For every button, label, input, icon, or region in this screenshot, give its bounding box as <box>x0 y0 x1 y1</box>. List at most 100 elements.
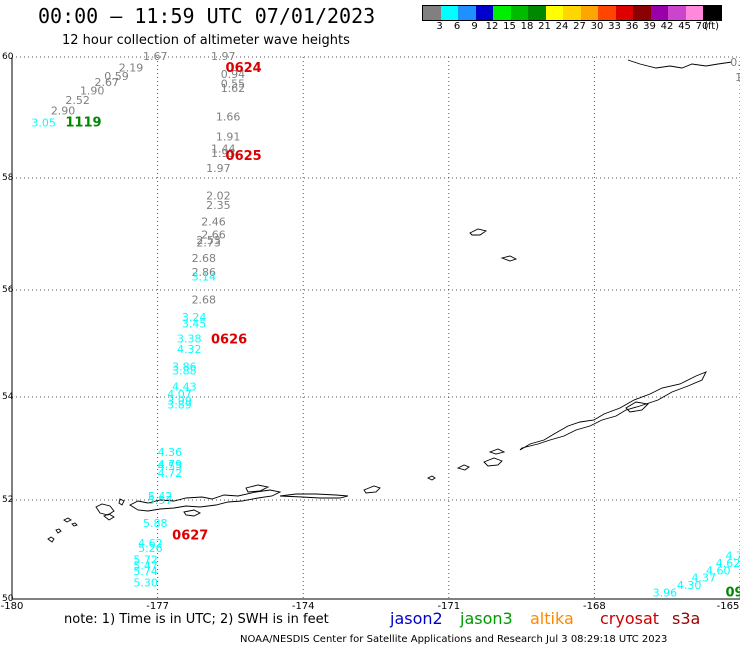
map-subtitle: 12 hour collection of altimeter wave hei… <box>62 33 350 48</box>
satellite-jason3: jason3 <box>460 609 513 628</box>
legend-swatch <box>580 6 598 20</box>
wave-height-value: 2.86 <box>192 266 217 279</box>
legend-label: 70 <box>695 21 709 32</box>
wave-height-value: 4.36 <box>158 446 183 459</box>
wave-height-value: 4.30 <box>677 579 702 592</box>
legend-swatch <box>528 6 546 20</box>
longitude-label: -180 <box>0 601 24 612</box>
legend-label: 24 <box>555 21 569 32</box>
pass-time-label: 0626 <box>211 333 247 348</box>
wave-height-value: 3.86 <box>172 360 197 373</box>
latitude-label: 58 <box>2 173 14 183</box>
wave-height-value: 4.60 <box>706 564 731 577</box>
legend-label: 15 <box>503 21 516 32</box>
wave-height-value: 4.37 <box>691 572 716 585</box>
legend-label: 6 <box>453 21 461 32</box>
wave-height-value: 0.59 <box>104 70 129 83</box>
latitude-label: 60 <box>2 52 14 62</box>
latitude-label: 56 <box>2 285 14 295</box>
legend-label: 33 <box>608 21 621 32</box>
pass-time-label: 1119 <box>65 116 101 131</box>
wave-height-value: 4.07 <box>167 388 192 401</box>
legend-label: 36 <box>625 21 639 32</box>
footer-credit: NOAA/NESDIS Center for Satellite Applica… <box>240 634 668 645</box>
legend-swatch <box>440 6 458 20</box>
legend-label: 18 <box>520 21 534 32</box>
wave-height-value: 2.19 <box>119 62 144 75</box>
wave-height-value: 3.05 <box>31 117 56 130</box>
pass-time-label: 0624 <box>226 61 262 76</box>
longitude-label: -177 <box>146 601 169 612</box>
wave-height-value: 5.30 <box>133 577 158 590</box>
satellite-jason2: jason2 <box>390 609 443 628</box>
pass-time-label: 0627 <box>172 529 208 544</box>
alaska-coast <box>627 59 733 69</box>
wave-height-value: 2.67 <box>95 76 120 89</box>
latitude-label: 54 <box>2 392 14 402</box>
legend-label: 45 <box>678 21 691 32</box>
legend-label: 42 <box>660 21 674 32</box>
longitude-label: -165 <box>716 601 740 612</box>
wave-height-value: 5.47 <box>133 559 158 572</box>
wave-height-value: 3.14 <box>192 270 217 283</box>
legend-label: 39 <box>643 21 656 32</box>
wave-height-value: 2.46 <box>201 216 226 229</box>
lat-lon-grid <box>11 56 740 600</box>
wave-height-value: 3.96 <box>653 587 678 600</box>
wave-height-value: 2.66 <box>201 228 226 241</box>
wave-height-value: 4.62 <box>138 537 163 550</box>
wave-height-value: 0.55 <box>221 77 246 90</box>
aleutian-islands-east <box>279 228 707 499</box>
wave-height-value: 1.62 <box>221 82 246 95</box>
pass-time-label: 092 <box>725 586 740 601</box>
wave-height-value: 2.35 <box>206 199 231 212</box>
legend-swatch <box>668 6 686 20</box>
wave-height-value: 1.67 <box>143 50 168 63</box>
legend-label: 21 <box>538 21 551 32</box>
color-legend-labels: 3 6 9 12 15 18 21 24 27 30 33 36 39 42 45 70 (ft) <box>422 21 740 35</box>
wave-height-value: 3.99 <box>167 395 192 408</box>
longitude-label: -174 <box>291 601 315 612</box>
aleutian-islands-central <box>129 484 282 517</box>
pass-time-label: 0625 <box>226 149 262 164</box>
latitude-label: 50 <box>2 594 14 604</box>
legend-swatch <box>458 6 476 20</box>
latitude-label: 52 <box>2 495 14 505</box>
satellite-altika: altika <box>530 609 574 628</box>
legend-swatch <box>615 6 633 20</box>
wave-height-value: 2.53 <box>196 234 221 247</box>
wave-height-value: 2.73 <box>196 236 221 249</box>
legend-label: 12 <box>485 21 499 32</box>
legend-swatch <box>545 6 563 20</box>
longitude-label: -168 <box>583 601 606 612</box>
wave-height-value: 2.68 <box>192 252 217 265</box>
legend-label: 30 <box>590 21 604 32</box>
legend-label: 27 <box>573 21 586 32</box>
wave-height-value: 5.26 <box>138 542 163 555</box>
color-legend <box>422 5 722 21</box>
wave-height-value: 4.55 <box>158 460 183 473</box>
wave-height-value: 4.32 <box>177 343 202 356</box>
legend-swatch <box>423 6 441 20</box>
legend-swatch <box>563 6 581 20</box>
legend-label: (ft) <box>703 21 720 32</box>
wave-height-value: 3.38 <box>177 332 202 345</box>
wave-height-value: 4.62 <box>716 557 740 570</box>
units-note: note: 1) Time is in UTC; 2) SWH is in fe… <box>64 612 329 627</box>
altimeter-tracks: 3.052.902.521.902.670.592.191.6711191.97… <box>31 50 740 601</box>
wave-height-value: 0.59 <box>730 56 740 69</box>
wave-height-value: 1.66 <box>216 111 241 124</box>
legend-swatch <box>475 6 493 20</box>
longitude-label: -171 <box>437 601 461 612</box>
wave-height-value: 1.90 <box>80 85 105 98</box>
legend-swatch <box>510 6 528 20</box>
legend-swatch <box>493 6 511 20</box>
legend-swatch <box>703 6 721 20</box>
wave-height-value: 4.79 <box>158 458 183 471</box>
wave-height-value: 1.50 <box>735 71 740 84</box>
wave-height-value: 4.70 <box>725 549 740 562</box>
wave-height-value: 1.91 <box>216 130 241 143</box>
satellite-s3a: s3a <box>672 609 701 628</box>
legend-swatch <box>633 6 651 20</box>
